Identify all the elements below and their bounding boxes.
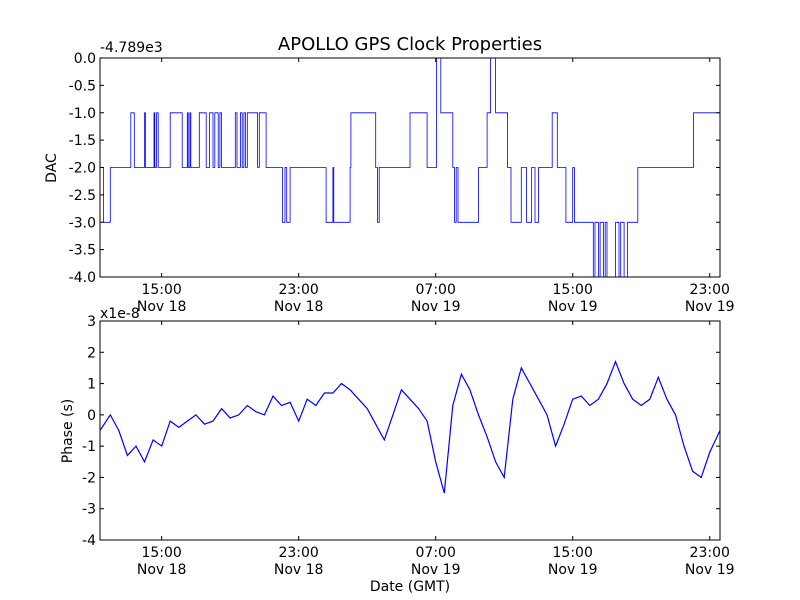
dac-y-tick-label: -2.5 (69, 188, 96, 204)
phase-x-tick-time: 07:00 (416, 545, 456, 561)
dac-offset-label: -4.789e3 (100, 40, 163, 56)
phase-y-tick-label: 0 (87, 408, 96, 424)
phase-x-tick-time: 23:00 (690, 545, 730, 561)
phase-y-tick-label: -1 (82, 439, 96, 455)
dac-x-tick-date: Nov 18 (137, 299, 187, 315)
dac-y-tick-label: -4.0 (69, 270, 96, 286)
phase-x-tick-date: Nov 18 (274, 562, 324, 578)
dac-x-tick-time: 15:00 (553, 282, 593, 298)
dac-y-axis-label: DAC (44, 153, 60, 183)
phase-y-tick-label: 3 (87, 314, 96, 330)
dac-x-tick-date: Nov 18 (274, 299, 324, 315)
phase-x-tick-time: 15:00 (553, 545, 593, 561)
phase-chart: x1e-8 Phase (s) Date (GMT) 3 2 1 0 -1 -2 -3 -4 1… (60, 306, 735, 595)
phase-x-tick-time: 23:00 (278, 545, 318, 561)
phase-x-axis-label: Date (GMT) (370, 579, 450, 595)
phase-x-tick-time: 15:00 (141, 545, 181, 561)
phase-y-tick-label: -4 (82, 533, 96, 549)
dac-x-tick-time: 07:00 (416, 282, 456, 298)
dac-x-tick-time: 15:00 (141, 282, 181, 298)
phase-y-axis-label: Phase (s) (60, 399, 76, 463)
phase-y-tick-label: -3 (82, 502, 96, 518)
dac-x-tick-date: Nov 19 (685, 299, 735, 315)
dac-x-tick-date: Nov 19 (548, 299, 598, 315)
phase-y-tick-label: 2 (87, 345, 96, 361)
dac-y-tick-label: -1.5 (69, 133, 96, 149)
phase-x-tick-date: Nov 18 (137, 562, 187, 578)
phase-series-line (100, 360, 720, 494)
dac-y-tick-label: -3.5 (69, 243, 96, 259)
phase-y-tick-label: 1 (87, 377, 96, 393)
phase-x-tick-date: Nov 19 (685, 562, 735, 578)
phase-y-tick-label: -2 (82, 470, 96, 486)
phase-offset-label: x1e-8 (100, 306, 140, 322)
dac-y-tick-label: -1.0 (69, 106, 96, 122)
dac-y-tick-label: 0.0 (74, 51, 96, 67)
phase-x-tick-date: Nov 19 (548, 562, 598, 578)
dac-y-tick-label: -3.0 (69, 215, 96, 231)
chart-title: APOLLO GPS Clock Properties (278, 34, 542, 55)
dac-plot-area: 0.0 -0.5 -1.0 -1.5 -2.0 -2.5 -3.0 -3.5 -4.0 15:00… (69, 51, 735, 315)
phase-axes-frame (99, 320, 721, 541)
phase-x-tick-date: Nov 19 (411, 562, 461, 578)
dac-chart: APOLLO GPS Clock Properties -4.789e3 DAC… (44, 34, 735, 315)
dac-series-line (100, 58, 720, 277)
dac-y-tick-label: -0.5 (69, 78, 96, 94)
dac-y-tick-label: -2.0 (69, 161, 96, 177)
dac-x-tick-time: 23:00 (690, 282, 730, 298)
dac-x-tick-time: 23:00 (278, 282, 318, 298)
dac-x-tick-date: Nov 19 (411, 299, 461, 315)
